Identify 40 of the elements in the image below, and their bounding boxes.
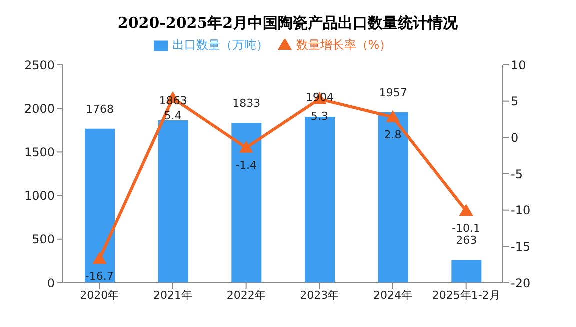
- bar: [232, 123, 262, 283]
- x-tick-label: 2024年: [374, 288, 412, 302]
- legend-label: 数量增长率（%）: [296, 38, 392, 52]
- bar: [158, 120, 188, 283]
- y2-tick-label: -15: [511, 240, 531, 254]
- y-tick-label: 2000: [24, 102, 55, 116]
- legend-label: 出口数量（万吨）: [172, 38, 268, 52]
- data-label: -10.1: [452, 222, 481, 236]
- data-label: 1957: [379, 86, 408, 100]
- x-tick-label: 2022年: [226, 288, 266, 302]
- chart-title: 2020-2025年2月中国陶瓷产品出口数量统计情况: [116, 13, 460, 33]
- x-tick-label: 2023年: [300, 288, 340, 302]
- bar: [378, 112, 408, 283]
- data-label: 5.3: [310, 110, 328, 124]
- data-label: -1.4: [236, 158, 258, 172]
- point: [92, 252, 107, 264]
- y2-tick-label: 0: [511, 130, 519, 145]
- data-label: 263: [456, 234, 478, 248]
- y2-tick-label: -20: [511, 276, 531, 290]
- point: [239, 140, 254, 153]
- point: [459, 204, 474, 216]
- bar: [85, 128, 115, 283]
- point: [386, 110, 400, 122]
- y2-tick-label: -10: [511, 204, 531, 218]
- y-tick-label: 0: [47, 276, 55, 290]
- data-label: 2.8: [384, 128, 402, 142]
- y-tick-label: 1000: [24, 189, 55, 204]
- y-tick-label: 1500: [24, 145, 55, 160]
- y-tick-label: 2500: [24, 58, 55, 72]
- bar: [452, 260, 482, 283]
- x-tick-label: 2021年: [154, 288, 192, 302]
- y2-tick-label: 5: [511, 94, 519, 109]
- data-label: -16.7: [85, 270, 114, 284]
- data-label: 1768: [86, 102, 114, 116]
- y2-tick-label: -5: [511, 167, 523, 182]
- x-tick-label: 2020年: [80, 288, 120, 302]
- y2-tick-label: 10: [511, 58, 526, 72]
- x-tick-label: 2025年1-2月: [432, 288, 500, 302]
- data-label: 1833: [232, 97, 261, 110]
- y-tick-label: 500: [32, 232, 55, 247]
